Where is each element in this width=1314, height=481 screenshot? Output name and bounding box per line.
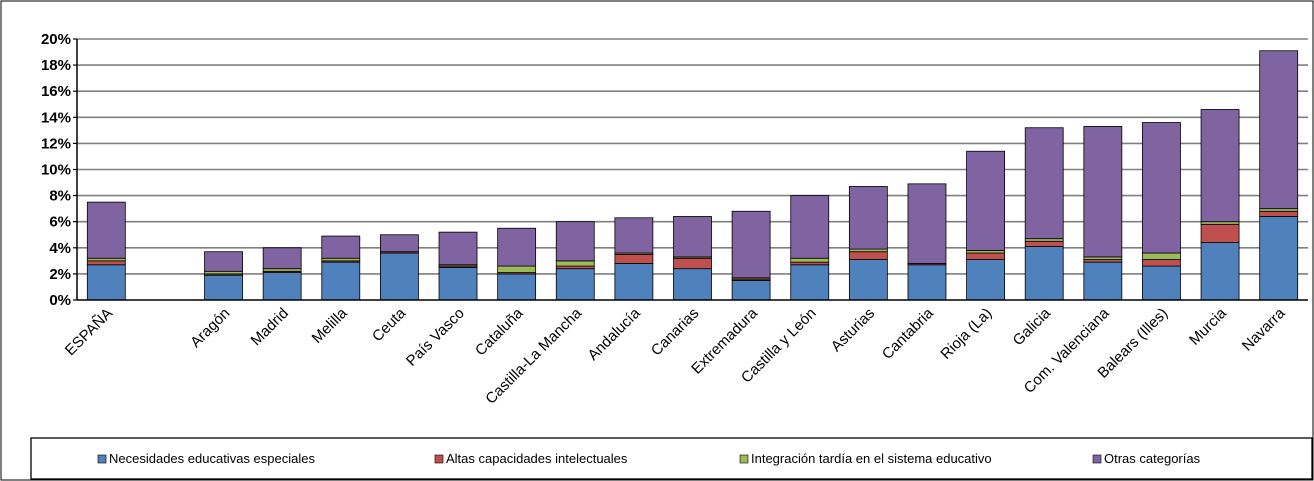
bar-segment-necesidades-educativas-especiales-castilla-y-leon bbox=[790, 264, 830, 301]
legend-label-otras-categorias: Otras categorías bbox=[1104, 451, 1201, 466]
bar-segment-altas-capacidades-intelectuales-murcia bbox=[1200, 223, 1240, 243]
bar-segment-necesidades-educativas-especiales-pais-vasco bbox=[438, 266, 478, 301]
y-tick-label: 14% bbox=[41, 109, 71, 126]
bar-segment-altas-capacidades-intelectuales-galicia bbox=[1024, 240, 1064, 247]
bar-segment-otras-categorias-murcia bbox=[1200, 109, 1240, 223]
bar-segment-otras-categorias-cantabria bbox=[907, 183, 947, 264]
bar-segment-necesidades-educativas-especiales-madrid bbox=[262, 272, 302, 301]
y-tick-label: 16% bbox=[41, 83, 71, 100]
bar-segment-otras-categorias-andalucia bbox=[614, 217, 654, 254]
legend-swatch-otras-categorias bbox=[1092, 454, 1102, 464]
bar-segment-necesidades-educativas-especiales-extremadura bbox=[731, 280, 771, 301]
legend-label-altas-capacidades-intelectuales: Altas capacidades intelectuales bbox=[446, 451, 628, 466]
bar-segment-integracion-tardia-en-el-sistema-educativo-castilla-y-leon bbox=[790, 257, 830, 263]
legend-swatch-altas-capacidades-intelectuales bbox=[434, 454, 444, 464]
bar-segment-otras-categorias-com-valenciana bbox=[1083, 126, 1123, 258]
bar-segment-altas-capacidades-intelectuales-espana bbox=[86, 260, 126, 266]
bar-segment-necesidades-educativas-especiales-canarias bbox=[673, 268, 712, 301]
bar-segment-integracion-tardia-en-el-sistema-educativo-balears-illes bbox=[1142, 252, 1181, 260]
bar-segment-necesidades-educativas-especiales-murcia bbox=[1200, 242, 1240, 301]
y-tick-label: 4% bbox=[49, 240, 71, 257]
bar-segment-necesidades-educativas-especiales-aragon bbox=[204, 274, 243, 301]
bar-segment-altas-capacidades-intelectuales-navarra bbox=[1259, 210, 1299, 217]
bar-segment-necesidades-educativas-especiales-cataluna bbox=[497, 273, 537, 301]
bar-segment-altas-capacidades-intelectuales-canarias bbox=[673, 257, 712, 270]
bar-segment-altas-capacidades-intelectuales-balears-illes bbox=[1142, 259, 1181, 267]
bar-segment-integracion-tardia-en-el-sistema-educativo-castilla-la-mancha bbox=[555, 260, 595, 267]
y-tick-label: 0% bbox=[49, 292, 71, 309]
y-tick-label: 12% bbox=[41, 135, 71, 152]
bar-segment-necesidades-educativas-especiales-espana bbox=[86, 264, 126, 301]
bar-segment-necesidades-educativas-especiales-asturias bbox=[848, 259, 888, 301]
bar-segment-altas-capacidades-intelectuales-andalucia bbox=[614, 253, 654, 264]
y-tick-label: 18% bbox=[41, 57, 71, 74]
bar-segment-necesidades-educativas-especiales-andalucia bbox=[614, 263, 654, 301]
bar-segment-necesidades-educativas-especiales-castilla-la-mancha bbox=[555, 268, 595, 301]
y-tick-label: 20% bbox=[41, 31, 71, 48]
bar-segment-otras-categorias-espana bbox=[86, 201, 126, 259]
legend: Necesidades educativas especiales Altas c… bbox=[30, 437, 1313, 480]
legend-label-necesidades-educativas-especiales: Necesidades educativas especiales bbox=[109, 451, 315, 466]
bar-segment-integracion-tardia-en-el-sistema-educativo-cataluna bbox=[497, 265, 537, 273]
bar-segment-otras-categorias-ceuta bbox=[380, 234, 419, 253]
bar-segment-otras-categorias-canarias bbox=[673, 216, 712, 258]
legend-swatch-necesidades-educativas-especiales bbox=[97, 454, 107, 464]
bar-segment-otras-categorias-castilla-la-mancha bbox=[555, 221, 595, 262]
axes bbox=[73, 38, 1308, 301]
bar-segment-otras-categorias-melilla bbox=[321, 235, 361, 259]
bar-segment-otras-categorias-rioja-la bbox=[966, 150, 1005, 251]
bar-segment-altas-capacidades-intelectuales-rioja-la bbox=[966, 252, 1005, 260]
legend-swatch-integracion-tardia-en-el-sistema-educativo bbox=[739, 454, 749, 464]
bar-segment-necesidades-educativas-especiales-navarra bbox=[1259, 216, 1299, 301]
y-tick-labels: 0% 2% 4% 6% 8% 10% 12% 14% 16% 18% 20% bbox=[41, 31, 71, 309]
bar-segment-otras-categorias-madrid bbox=[262, 247, 302, 270]
bar-segment-otras-categorias-castilla-y-leon bbox=[790, 195, 830, 259]
bar-segment-necesidades-educativas-especiales-melilla bbox=[321, 261, 361, 301]
bar-segment-necesidades-educativas-especiales-cantabria bbox=[907, 264, 947, 301]
bar-segment-necesidades-educativas-especiales-com-valenciana bbox=[1083, 261, 1123, 301]
bar-segment-necesidades-educativas-especiales-rioja-la bbox=[966, 259, 1005, 301]
bar-segment-otras-categorias-navarra bbox=[1259, 50, 1299, 210]
bar-segment-necesidades-educativas-especiales-ceuta bbox=[380, 252, 419, 301]
y-tick-label: 10% bbox=[41, 162, 71, 179]
bar-segment-necesidades-educativas-especiales-galicia bbox=[1024, 246, 1064, 301]
bar-segment-otras-categorias-asturias bbox=[848, 186, 888, 250]
bar-segment-otras-categorias-aragon bbox=[204, 251, 243, 272]
bar-segment-otras-categorias-balears-illes bbox=[1142, 122, 1181, 254]
y-tick-label: 6% bbox=[49, 214, 71, 231]
bars bbox=[86, 50, 1299, 301]
bar-segment-altas-capacidades-intelectuales-asturias bbox=[848, 251, 888, 260]
y-tick-label: 2% bbox=[49, 266, 71, 283]
legend-label-integracion-tardia-en-el-sistema-educativo: Integración tardía en el sistema educati… bbox=[751, 451, 992, 466]
bar-segment-otras-categorias-extremadura bbox=[731, 210, 771, 279]
bar-segment-necesidades-educativas-especiales-balears-illes bbox=[1142, 265, 1181, 301]
y-tick-label: 8% bbox=[49, 188, 71, 205]
bar-segment-otras-categorias-pais-vasco bbox=[438, 231, 478, 266]
bar-segment-otras-categorias-galicia bbox=[1024, 127, 1064, 240]
bar-segment-otras-categorias-cataluna bbox=[497, 227, 537, 267]
